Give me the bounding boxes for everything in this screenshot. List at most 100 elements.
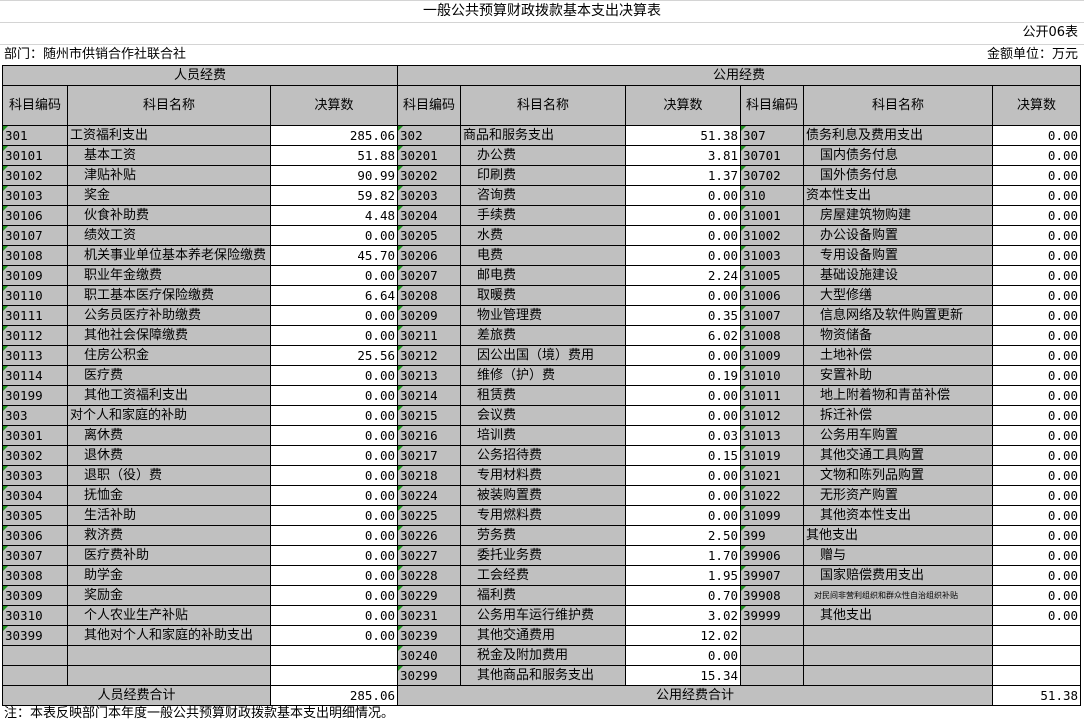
name-header[interactable]: 科目名称 [67, 85, 271, 126]
amount-cell[interactable]: 0.00 [269, 585, 399, 606]
code-header[interactable]: 科目编码 [740, 85, 805, 126]
public-total-value[interactable]: 51.38 [992, 685, 1082, 706]
amount-cell[interactable]: 1.70 [625, 545, 742, 566]
subject-code-cell[interactable]: 30201 [397, 145, 462, 166]
subject-code-cell[interactable]: 30308 [2, 565, 68, 586]
amount-cell[interactable]: 0.00 [269, 525, 399, 546]
subject-name-cell[interactable]: 工会经费 [460, 565, 627, 586]
subject-code-cell[interactable]: 30240 [397, 645, 462, 666]
subject-name-cell[interactable]: 绩效工资 [67, 225, 271, 246]
amount-cell[interactable]: 0.00 [269, 465, 399, 486]
subject-name-cell[interactable]: 其他社会保障缴费 [67, 325, 271, 346]
amount-cell[interactable]: 1.37 [625, 165, 742, 186]
subject-name-cell[interactable]: 奖励金 [67, 585, 271, 606]
subject-code-cell[interactable]: 30110 [2, 285, 68, 306]
amount-cell[interactable]: 0.00 [269, 365, 399, 386]
amount-cell[interactable]: 0.00 [625, 285, 742, 306]
amount-cell[interactable]: 0.15 [625, 445, 742, 466]
amount-cell[interactable]: 0.00 [992, 485, 1082, 506]
subject-code-cell[interactable]: 30213 [397, 365, 462, 386]
amount-cell[interactable]: 6.02 [625, 325, 742, 346]
empty-cell[interactable] [269, 665, 399, 686]
subject-code-cell[interactable]: 30228 [397, 565, 462, 586]
subject-name-cell[interactable]: 助学金 [67, 565, 271, 586]
amount-cell[interactable]: 0.00 [992, 225, 1082, 246]
subject-code-cell[interactable]: 30103 [2, 185, 68, 206]
subject-name-cell[interactable]: 其他商品和服务支出 [460, 665, 627, 686]
amount-cell[interactable]: 0.00 [625, 645, 742, 666]
empty-cell[interactable] [740, 665, 805, 686]
subject-name-cell[interactable]: 劳务费 [460, 525, 627, 546]
amount-cell[interactable]: 0.00 [269, 225, 399, 246]
empty-cell[interactable] [803, 645, 994, 666]
amount-cell[interactable]: 6.64 [269, 285, 399, 306]
amount-cell[interactable]: 0.00 [269, 305, 399, 326]
subject-name-cell[interactable]: 大型修缮 [803, 285, 994, 306]
subject-code-cell[interactable]: 31019 [740, 445, 805, 466]
amount-cell[interactable]: 285.06 [269, 125, 399, 146]
amount-cell[interactable]: 51.88 [269, 145, 399, 166]
amount-cell[interactable]: 0.00 [269, 385, 399, 406]
amount-cell[interactable]: 0.00 [992, 565, 1082, 586]
amount-cell[interactable]: 0.00 [992, 605, 1082, 626]
amount-cell[interactable]: 3.02 [625, 605, 742, 626]
empty-cell[interactable] [992, 665, 1082, 686]
subject-code-cell[interactable]: 31010 [740, 365, 805, 386]
amount-cell[interactable]: 0.00 [625, 465, 742, 486]
empty-cell[interactable] [2, 645, 68, 666]
subject-code-cell[interactable]: 30224 [397, 485, 462, 506]
subject-code-cell[interactable]: 30309 [2, 585, 68, 606]
subject-name-cell[interactable]: 土地补偿 [803, 345, 994, 366]
amount-cell[interactable]: 0.00 [992, 465, 1082, 486]
subject-code-cell[interactable]: 30303 [2, 465, 68, 486]
subject-name-cell[interactable]: 退休费 [67, 445, 271, 466]
subject-code-cell[interactable]: 30107 [2, 225, 68, 246]
subject-name-cell[interactable]: 专用设备购置 [803, 245, 994, 266]
subject-code-cell[interactable]: 30205 [397, 225, 462, 246]
subject-code-cell[interactable]: 31099 [740, 505, 805, 526]
amount-cell[interactable]: 0.00 [992, 445, 1082, 466]
subject-name-cell[interactable]: 救济费 [67, 525, 271, 546]
amount-cell[interactable]: 0.00 [992, 385, 1082, 406]
subject-code-cell[interactable]: 31002 [740, 225, 805, 246]
subject-name-cell[interactable]: 资本性支出 [803, 185, 994, 206]
subject-name-cell[interactable]: 水费 [460, 225, 627, 246]
subject-name-cell[interactable]: 因公出国（境）费用 [460, 345, 627, 366]
empty-cell[interactable] [2, 665, 68, 686]
amount-cell[interactable]: 90.99 [269, 165, 399, 186]
amount-cell[interactable]: 0.00 [992, 405, 1082, 426]
subject-code-cell[interactable]: 30211 [397, 325, 462, 346]
amount-cell[interactable]: 0.00 [269, 565, 399, 586]
subject-name-cell[interactable]: 维修（护）费 [460, 365, 627, 386]
subject-code-cell[interactable]: 30299 [397, 665, 462, 686]
subject-name-cell[interactable]: 文物和陈列品购置 [803, 465, 994, 486]
subject-name-cell[interactable]: 房屋建筑物购建 [803, 205, 994, 226]
subject-code-cell[interactable]: 30304 [2, 485, 68, 506]
amount-cell[interactable]: 2.50 [625, 525, 742, 546]
amount-cell[interactable]: 0.00 [992, 305, 1082, 326]
subject-name-cell[interactable]: 委托业务费 [460, 545, 627, 566]
amount-cell[interactable]: 0.00 [625, 225, 742, 246]
amount-cell[interactable]: 0.03 [625, 425, 742, 446]
subject-name-cell[interactable]: 安置补助 [803, 365, 994, 386]
subject-name-cell[interactable]: 租赁费 [460, 385, 627, 406]
subject-code-cell[interactable]: 31006 [740, 285, 805, 306]
subject-code-cell[interactable]: 30215 [397, 405, 462, 426]
subject-code-cell[interactable]: 31013 [740, 425, 805, 446]
subject-name-cell[interactable]: 公务招待费 [460, 445, 627, 466]
amount-cell[interactable]: 45.70 [269, 245, 399, 266]
subject-code-cell[interactable]: 30206 [397, 245, 462, 266]
subject-name-cell[interactable]: 物资储备 [803, 325, 994, 346]
subject-name-cell[interactable]: 医疗费补助 [67, 545, 271, 566]
subject-name-cell[interactable]: 其他交通费用 [460, 625, 627, 646]
code-header[interactable]: 科目编码 [2, 85, 68, 126]
subject-code-cell[interactable]: 30113 [2, 345, 68, 366]
subject-name-cell[interactable]: 手续费 [460, 205, 627, 226]
subject-name-cell[interactable]: 差旅费 [460, 325, 627, 346]
subject-code-cell[interactable]: 31012 [740, 405, 805, 426]
empty-cell[interactable] [269, 645, 399, 666]
empty-cell[interactable] [67, 645, 271, 666]
amount-cell[interactable]: 0.00 [992, 345, 1082, 366]
subject-code-cell[interactable]: 30203 [397, 185, 462, 206]
subject-code-cell[interactable]: 30106 [2, 205, 68, 226]
